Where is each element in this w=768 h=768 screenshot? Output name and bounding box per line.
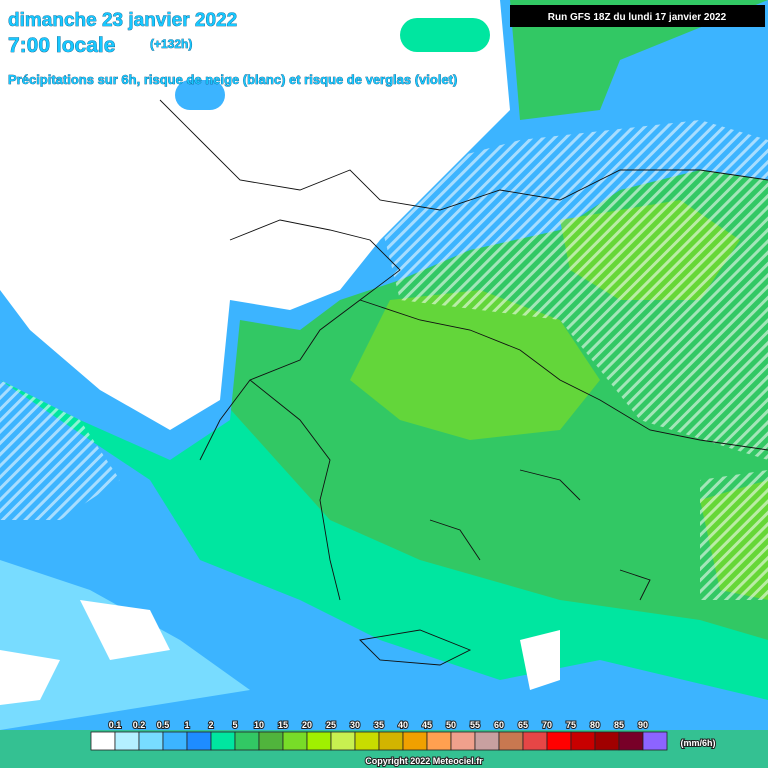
legend-swatch [306, 731, 332, 751]
legend-swatch [642, 731, 668, 751]
legend-swatch [138, 731, 164, 751]
legend-swatch [474, 731, 500, 751]
legend-swatch [114, 731, 140, 751]
legend-swatch [186, 731, 212, 751]
legend-swatch [162, 731, 188, 751]
run-box [510, 5, 765, 27]
legend-swatch [402, 731, 428, 751]
legend-label: 20 [302, 720, 312, 730]
legend-swatch [522, 731, 548, 751]
copyright: Copyright 2022 Meteociel.fr [365, 756, 483, 766]
legend-label: 0.2 [133, 720, 146, 730]
legend-swatch [354, 731, 380, 751]
legend-label: 2 [208, 720, 213, 730]
legend-label: 40 [398, 720, 408, 730]
legend-label: 0.1 [109, 720, 122, 730]
legend-swatch [330, 731, 356, 751]
map-subtitle: Précipitations sur 6h, risque de neige (… [8, 72, 457, 87]
legend-label: 90 [638, 720, 648, 730]
country-borders [159, 99, 768, 666]
legend-swatch [426, 731, 452, 751]
legend-label: 70 [542, 720, 552, 730]
legend-swatch [450, 731, 476, 751]
legend-label: 85 [614, 720, 624, 730]
legend-label: 60 [494, 720, 504, 730]
legend-swatch [258, 731, 284, 751]
legend-label: 10 [254, 720, 264, 730]
legend-swatch [618, 731, 644, 751]
legend-label: 80 [590, 720, 600, 730]
legend-label: 30 [350, 720, 360, 730]
legend-swatch [90, 731, 116, 751]
legend-swatch [378, 731, 404, 751]
lead-time: (+132h) [150, 37, 192, 51]
legend-swatch [498, 731, 524, 751]
legend-label: 35 [374, 720, 384, 730]
legend-label: 25 [326, 720, 336, 730]
legend-swatch [210, 731, 236, 751]
legend-label: 15 [278, 720, 288, 730]
legend-swatch [234, 731, 260, 751]
forecast-time: 7:00 locale [8, 34, 115, 57]
legend-label: 0.5 [157, 720, 170, 730]
legend-label: 50 [446, 720, 456, 730]
legend-label: 65 [518, 720, 528, 730]
legend-swatch [594, 731, 620, 751]
run-label: Run GFS 18Z du lundi 17 janvier 2022 [548, 12, 727, 23]
legend-label: 1 [184, 720, 189, 730]
legend-label: 75 [566, 720, 576, 730]
legend-label: 5 [232, 720, 237, 730]
legend-swatch [282, 731, 308, 751]
legend-unit: (mm/6h) [680, 738, 715, 748]
legend-label: 55 [470, 720, 480, 730]
legend-swatch [570, 731, 596, 751]
legend: 0.1 0.2 0.5 1 2 5 10 15 20 25 30 35 40 45 50 55 60 65 70 75… [90, 719, 668, 751]
legend-label: 45 [422, 720, 432, 730]
legend-swatch [546, 731, 572, 751]
forecast-date: dimanche 23 janvier 2022 [8, 10, 237, 31]
